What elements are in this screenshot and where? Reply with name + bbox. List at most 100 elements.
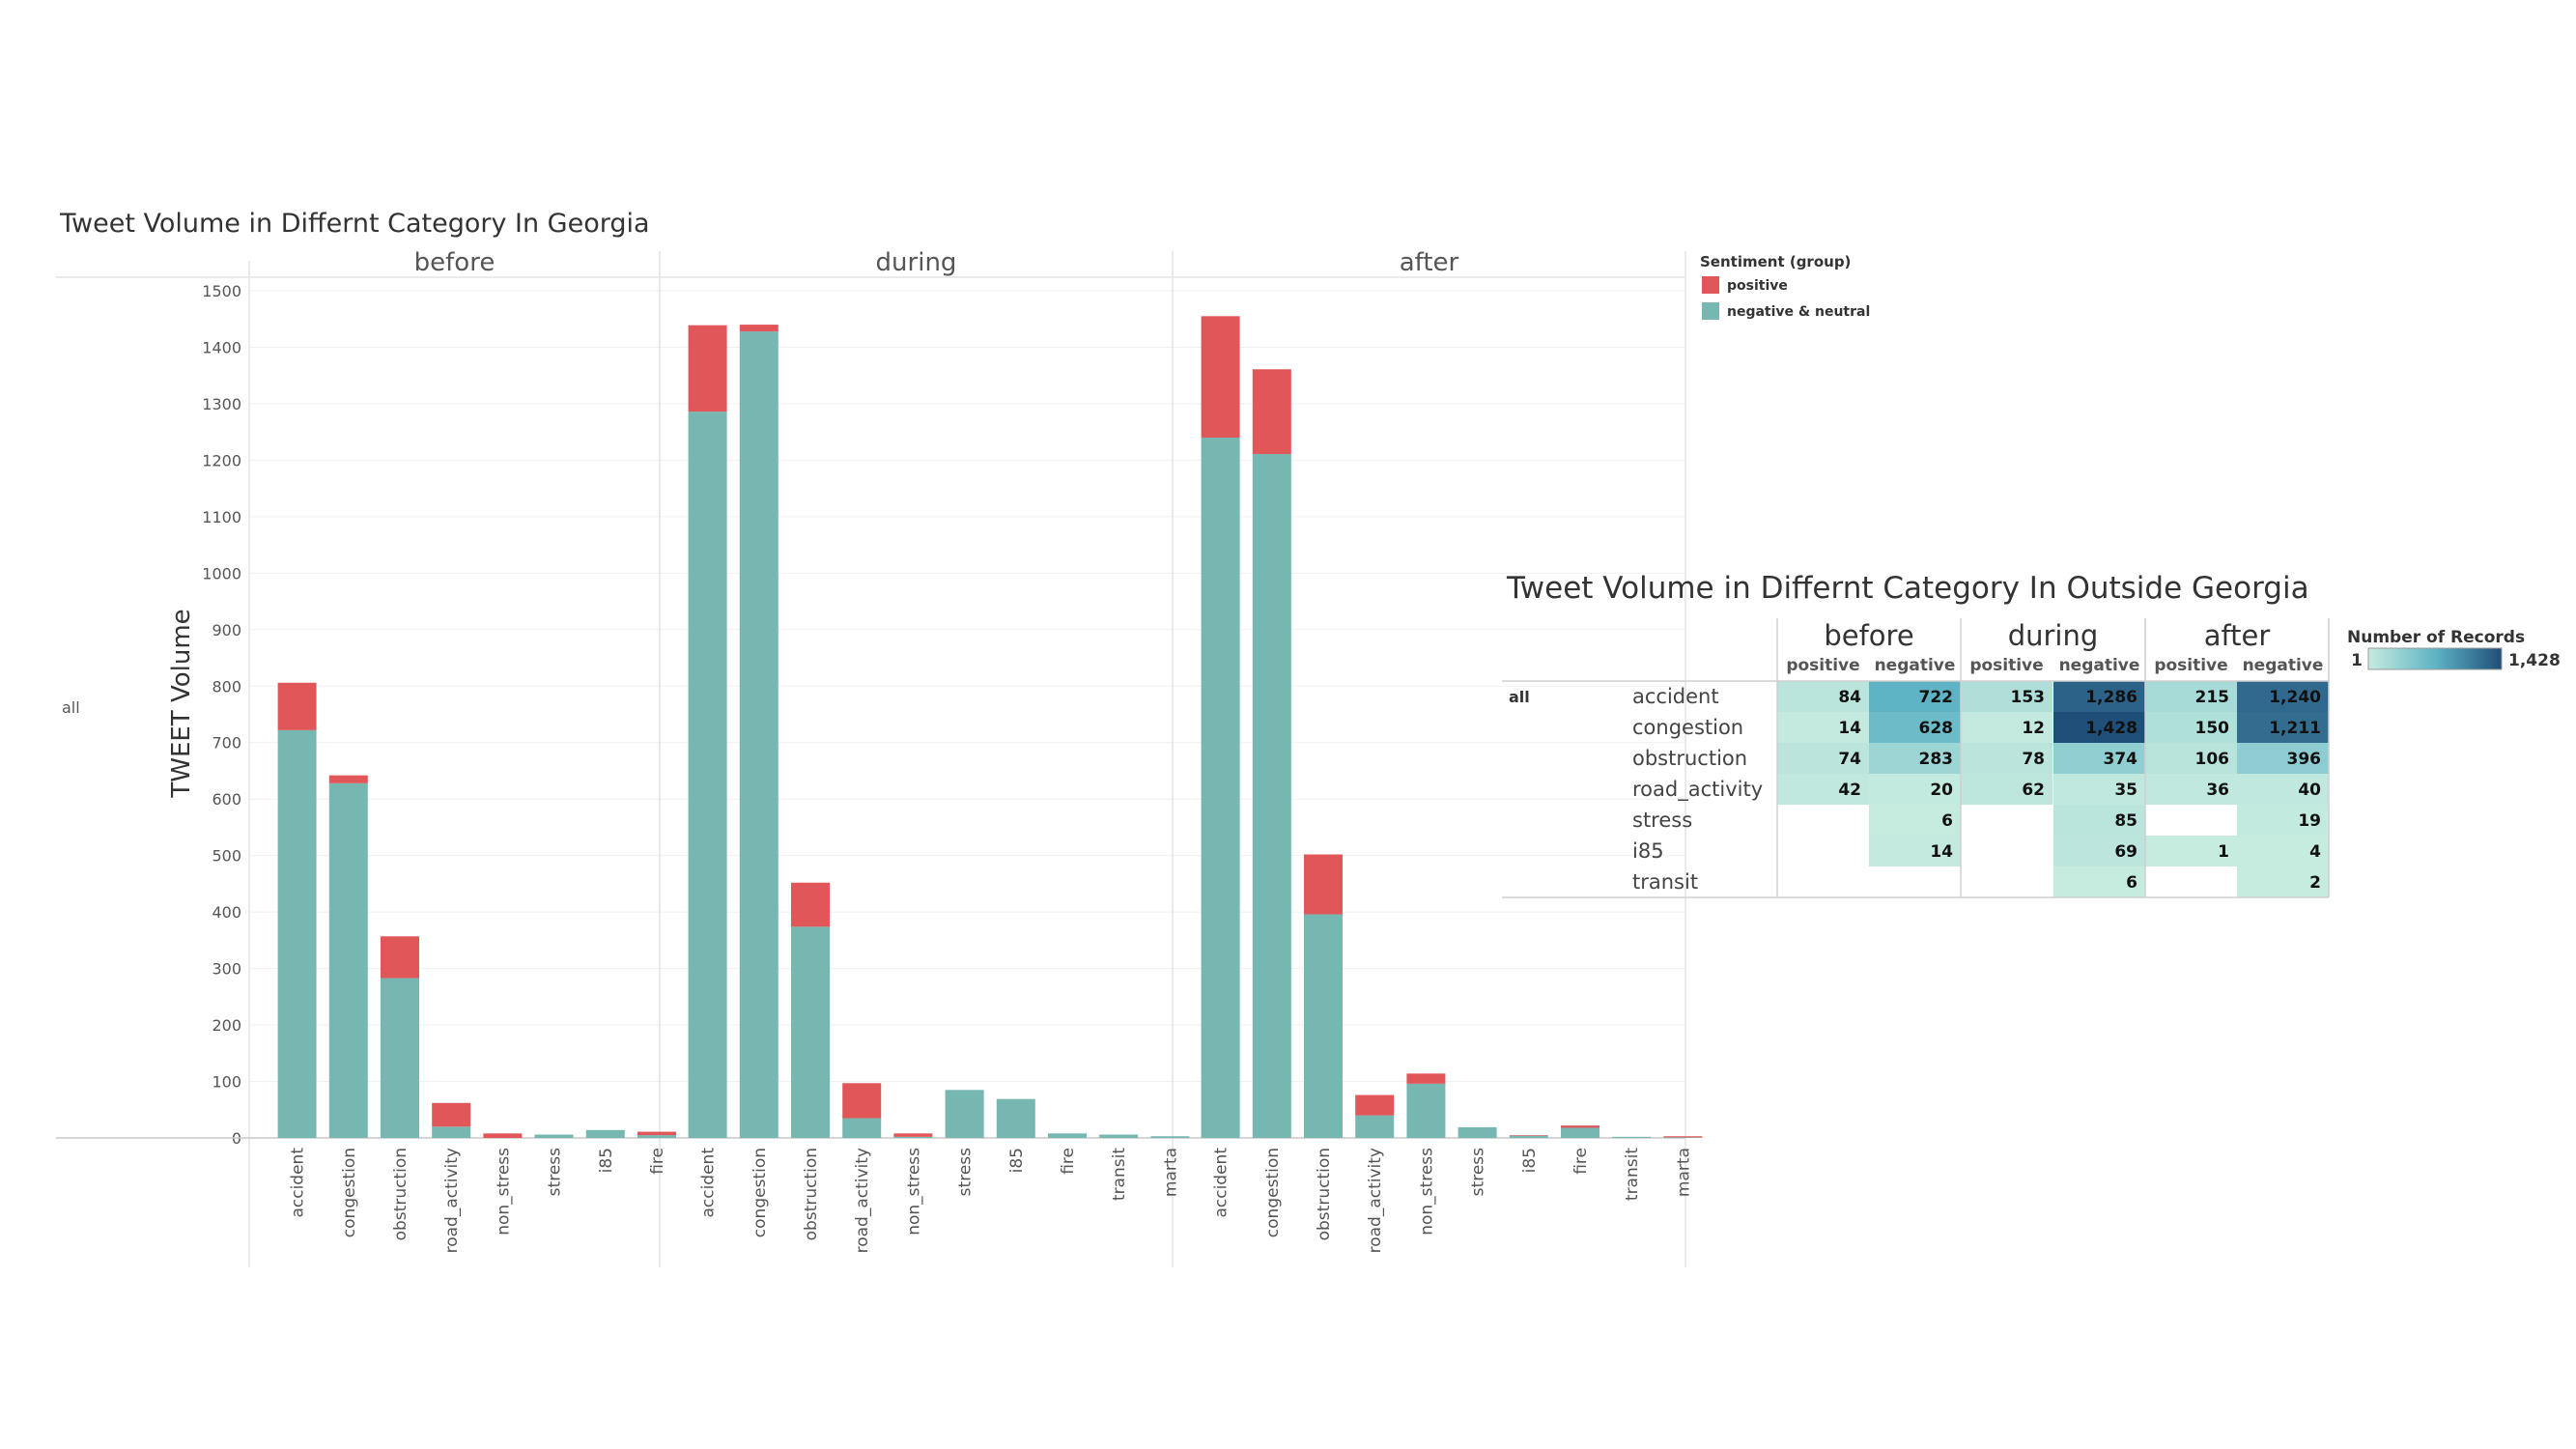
color-scale-bar	[2367, 647, 2503, 670]
x-category-label: fire	[648, 1148, 667, 1175]
heat-cell-value: 6	[1941, 811, 1953, 831]
bar-segment-positive	[1509, 1135, 1548, 1136]
table-category-label: transit	[1632, 870, 1698, 894]
heat-cell	[2237, 712, 2329, 743]
bar-segment-negative-neutral	[1509, 1135, 1548, 1138]
heat-cell-value: 153	[2011, 688, 2046, 707]
color-scale-min: 1	[2351, 651, 2363, 670]
y-tick-label: 1000	[202, 564, 241, 582]
legend-item-label: negative & neutral	[1727, 304, 1870, 320]
heat-cell	[2237, 867, 2329, 897]
heat-cell	[2145, 681, 2237, 712]
bar-segment-positive	[739, 325, 778, 332]
bar-segment-negative-neutral	[1458, 1126, 1497, 1138]
heat-cell	[1869, 774, 1961, 805]
x-category-label: congestion	[1263, 1148, 1283, 1237]
sentiment-header: negative	[2243, 656, 2324, 675]
bar-segment-negative-neutral	[1304, 914, 1343, 1138]
heat-cell-value: 36	[2206, 781, 2229, 800]
y-tick-label: 1400	[202, 338, 241, 356]
heat-cell	[2237, 836, 2329, 867]
x-category-label: congestion	[340, 1148, 359, 1237]
y-axis-label: TWEET Volume	[167, 609, 196, 798]
heat-cell	[1777, 774, 1869, 805]
x-category-label: accident	[1212, 1148, 1231, 1218]
x-category-label: obstruction	[1315, 1148, 1334, 1240]
bar-segment-negative-neutral	[688, 412, 727, 1138]
x-category-label: road_activity	[1366, 1148, 1385, 1253]
heat-cell	[2145, 836, 2237, 867]
heat-cell-value: 1,286	[2085, 688, 2137, 707]
heat-cell-value: 6	[2126, 873, 2137, 893]
heat-cell	[1777, 712, 1869, 743]
table-category-label: obstruction	[1632, 747, 1747, 770]
period-header: during	[2008, 619, 2099, 652]
x-category-label: road_activity	[853, 1148, 872, 1253]
color-scale-title: Number of Records	[2347, 628, 2525, 647]
color-scale-legend: Number of Records 1 1,428	[2347, 628, 2561, 670]
heat-cell-value: 215	[2195, 688, 2230, 707]
color-scale-max: 1,428	[2508, 651, 2561, 670]
y-tick-label: 100	[212, 1073, 241, 1092]
bar-segment-positive	[1561, 1125, 1599, 1128]
heat-cell-value: 396	[2287, 750, 2322, 769]
x-category-label: non_stress	[494, 1148, 513, 1236]
bar-segment-negative-neutral	[1663, 1137, 1703, 1138]
bar-segment-negative-neutral	[1099, 1134, 1139, 1138]
sentiment-header: negative	[1875, 656, 1956, 675]
sentiment-header: positive	[1786, 656, 1859, 675]
panel-header: before	[414, 248, 495, 277]
panel-after: after accident congestion obstruction road_a…	[1201, 248, 1703, 1253]
bar-segment-negative-neutral	[791, 926, 830, 1138]
table-title: Tweet Volume in Differnt Category In Out…	[1506, 571, 2309, 606]
heat-cell	[1777, 681, 1869, 712]
bar-chart-panels: before accident congestion obstruction road_…	[277, 248, 1703, 1253]
table-body: before during after positive negative positiv…	[1502, 618, 2330, 898]
heat-cell	[2053, 681, 2145, 712]
bar-segment-negative-neutral	[1150, 1136, 1190, 1138]
bar-segment-negative-neutral	[945, 1090, 984, 1138]
heat-cell	[1961, 743, 2052, 774]
x-category-label: non_stress	[1417, 1148, 1436, 1236]
heat-cell	[1961, 681, 2052, 712]
bar-segment-negative-neutral	[1252, 453, 1291, 1139]
bar-segment-negative-neutral	[893, 1136, 933, 1138]
x-category-label: transit	[1623, 1148, 1642, 1201]
legend-swatch	[1702, 302, 1719, 320]
panel-header: during	[876, 248, 957, 277]
bar-segment-positive	[637, 1131, 676, 1136]
heat-cell	[2053, 712, 2145, 743]
y-tick-label: 600	[212, 790, 241, 809]
heat-cell-value: 62	[2022, 781, 2045, 800]
panel-during: during accident congestion obstruction road_…	[688, 248, 1190, 1253]
y-tick-label: 900	[212, 621, 241, 639]
bar-segment-negative-neutral	[996, 1098, 1035, 1138]
heat-cell	[1869, 681, 1961, 712]
table-category-label: road_activity	[1632, 778, 1763, 802]
heat-cell-value: 69	[2114, 842, 2137, 862]
bar-segment-negative-neutral	[1561, 1127, 1599, 1138]
x-category-label: non_stress	[904, 1148, 923, 1236]
heat-cell	[2053, 743, 2145, 774]
bar-segment-negative-neutral	[328, 782, 368, 1138]
heat-cell-value: 106	[2195, 750, 2230, 769]
bar-segment-positive	[1663, 1136, 1703, 1138]
bar-segment-negative-neutral	[381, 978, 419, 1138]
bar-segment-positive	[483, 1133, 523, 1138]
heat-cell	[1869, 836, 1961, 867]
period-header: after	[2204, 619, 2271, 652]
y-tick-label: 400	[212, 903, 241, 922]
bar-segment-negative-neutral	[637, 1135, 676, 1138]
panel-header: after	[1400, 248, 1459, 277]
heat-cell-value: 4	[2309, 842, 2321, 862]
heat-cell	[1961, 774, 2052, 805]
bar-segment-negative-neutral	[842, 1118, 882, 1138]
heat-cell-value: 85	[2114, 811, 2137, 831]
bar-segment-positive	[432, 1102, 471, 1127]
bar-chart-gridlines	[249, 290, 1685, 1083]
heat-cell-value: 150	[2195, 719, 2230, 738]
period-header: before	[1824, 619, 1913, 652]
bar-segment-negative-neutral	[1612, 1136, 1652, 1138]
heat-cell	[2145, 743, 2237, 774]
